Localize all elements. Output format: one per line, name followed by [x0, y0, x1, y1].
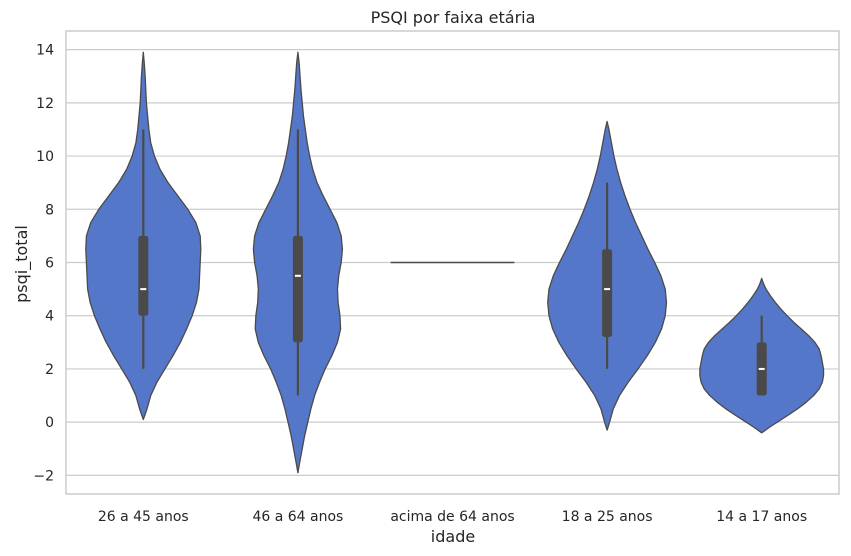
x-tick-label: 46 a 64 anos: [252, 509, 343, 525]
violin-iqr-box: [138, 235, 149, 316]
y-tick-label: 4: [45, 309, 54, 325]
x-tick-label: 14 a 17 anos: [716, 509, 807, 525]
violin-group: [699, 277, 825, 434]
chart-title: PSQI por faixa etária: [371, 8, 536, 27]
y-tick-label: 6: [45, 256, 54, 272]
violin-group: [252, 51, 344, 474]
violin-iqr-box: [602, 249, 613, 338]
y-tick-label: 2: [45, 362, 54, 378]
violin-group: [85, 51, 202, 421]
x-tick-label: acima de 64 anos: [390, 509, 514, 525]
x-tick-label: 18 a 25 anos: [562, 509, 653, 525]
y-axis-label: psqi_total: [12, 225, 32, 303]
x-tick-labels: 26 a 45 anos 46 a 64 anos acima de 64 anos…: [98, 509, 807, 525]
x-axis-label: idade: [431, 527, 475, 546]
violin-iqr-box: [292, 235, 303, 343]
y-tick-label: 12: [36, 96, 54, 112]
violins: [85, 51, 825, 474]
x-tick-label: 26 a 45 anos: [98, 509, 189, 525]
y-tick-labels: −2 0 2 4 6 8 10 12 14: [33, 43, 54, 485]
y-tick-label: −2: [33, 468, 54, 484]
plot-frame: [65, 30, 840, 495]
y-tick-label: 10: [36, 149, 54, 165]
y-tick-label: 14: [36, 43, 54, 59]
y-tick-label: 0: [45, 415, 54, 431]
y-tick-label: 8: [45, 202, 54, 218]
violin-group: [547, 120, 668, 431]
